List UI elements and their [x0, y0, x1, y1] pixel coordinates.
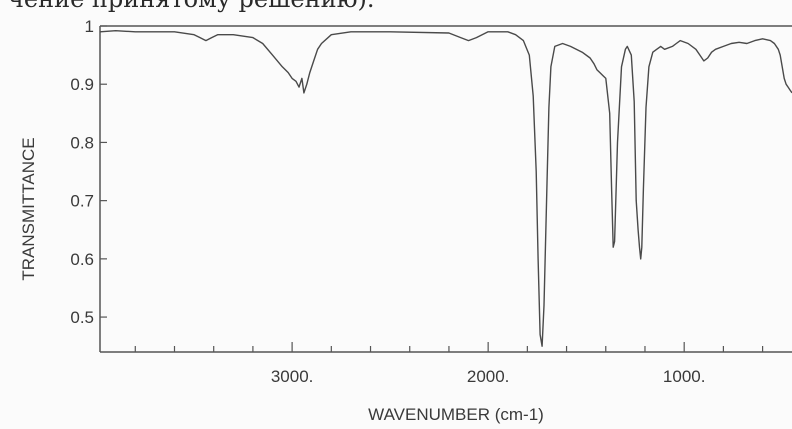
y-axis-title: TRANSMITTANCE [19, 137, 38, 280]
cropped-caption-text: чение принятому решению). [8, 0, 375, 13]
spectrum-line [99, 30, 792, 347]
y-tick-label: 1 [85, 17, 94, 36]
x-tick-label: 1000. [663, 367, 706, 386]
y-tick-label: 0.6 [70, 250, 94, 269]
x-axis-title: WAVENUMBER (cm-1) [368, 405, 544, 424]
y-tick-label: 0.5 [70, 308, 94, 327]
y-tick-label: 0.8 [70, 133, 94, 152]
x-tick-label: 2000. [467, 367, 510, 386]
x-tick-label: 3000. [271, 367, 314, 386]
y-tick-label: 0.7 [70, 192, 94, 211]
y-tick-label: 0.9 [70, 75, 94, 94]
